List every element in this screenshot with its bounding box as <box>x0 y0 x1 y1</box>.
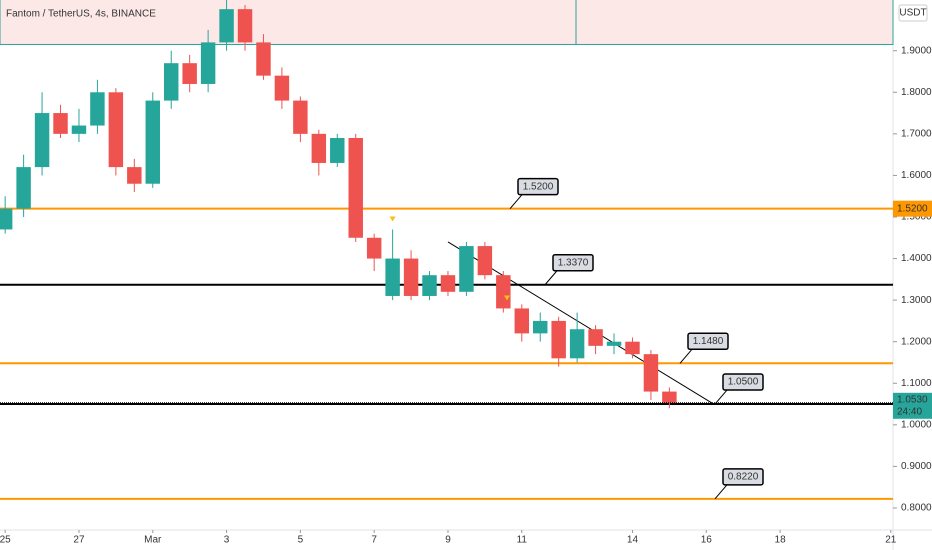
candle-body <box>569 329 585 359</box>
y-tick-label: 1.2000 <box>901 336 932 347</box>
candle-body <box>237 9 253 43</box>
price-tag <box>893 200 932 217</box>
candle-body <box>34 113 50 168</box>
callout-label: 1.0500 <box>728 377 759 388</box>
candle-body <box>182 63 197 84</box>
candle-body <box>53 113 68 134</box>
candle-body <box>440 275 456 292</box>
callout-label: 1.1480 <box>693 336 724 347</box>
candle-body <box>403 258 419 296</box>
candle-body <box>643 354 659 392</box>
y-tick-label: 1.9000 <box>901 45 932 56</box>
candle-body <box>293 100 308 134</box>
candle-body <box>256 42 271 76</box>
candle-body <box>385 258 400 296</box>
candle-body <box>163 63 179 101</box>
callout-box <box>517 177 559 196</box>
candle-body <box>514 308 530 334</box>
candle-body <box>219 9 234 43</box>
candle-body <box>311 133 327 163</box>
candle-body <box>496 275 511 309</box>
candle-body <box>348 138 363 238</box>
x-tick-label: 11 <box>517 535 528 546</box>
candle-body <box>625 341 640 355</box>
callout-box <box>552 253 594 272</box>
y-tick-label: 1.5000 <box>901 212 932 223</box>
x-tick-label: 21 <box>885 535 897 546</box>
x-tick-label: 9 <box>445 535 451 546</box>
callout-box <box>722 373 764 391</box>
x-tick-label: 18 <box>775 535 787 546</box>
candle-body <box>422 275 437 296</box>
candle-body <box>274 75 290 101</box>
x-tick-label: 3 <box>224 535 230 546</box>
candle-body <box>145 100 160 184</box>
candle-body <box>0 208 13 230</box>
x-tick-label: 25 <box>0 535 11 546</box>
y-tick-label: 1.3000 <box>901 295 932 306</box>
x-tick-label: 16 <box>701 535 713 546</box>
callout-pointer <box>714 484 728 500</box>
chart-title: Fantom / TetherUS, 4s, BINANCE <box>6 9 156 20</box>
x-tick-label: Mar <box>144 535 162 546</box>
y-tick-label: 1.6000 <box>901 170 932 181</box>
callout-pointer <box>679 348 693 364</box>
candle-body <box>533 320 548 334</box>
candle-body <box>551 320 566 359</box>
callout-pointer <box>544 270 558 286</box>
candle-body <box>108 92 124 168</box>
callout-pointer <box>509 194 523 209</box>
callout-pointer <box>714 389 728 405</box>
resistance-zone <box>0 0 894 45</box>
candle-body <box>588 329 603 346</box>
y-tick-label: 1.1000 <box>901 378 932 389</box>
x-tick-label: 14 <box>627 535 639 546</box>
candle-body <box>330 138 345 163</box>
candle-body <box>459 246 474 292</box>
candle-body <box>366 237 382 259</box>
y-tick-label: 0.9000 <box>901 461 932 472</box>
candle-body <box>606 341 622 346</box>
current-price-tag <box>893 392 932 419</box>
candle-body <box>71 125 87 134</box>
callout-label: 1.5200 <box>523 181 554 192</box>
y-tick-label: 1.7000 <box>901 128 932 139</box>
signal-marker <box>504 295 511 301</box>
x-tick-label: 27 <box>73 535 85 546</box>
x-tick-label: 5 <box>298 535 304 546</box>
countdown-label: 24:40 <box>897 406 922 417</box>
callout-label: 0.8220 <box>728 471 759 482</box>
y-tick-label: 1.8000 <box>901 87 932 98</box>
callout-box <box>722 468 764 486</box>
candle-body <box>200 42 216 84</box>
callout-label: 1.3370 <box>558 257 589 268</box>
y-tick-label: 1.4000 <box>901 253 932 264</box>
candle-body <box>662 391 677 403</box>
currency-box <box>898 4 928 22</box>
callout-box <box>687 332 729 351</box>
trendline <box>447 241 714 405</box>
current-price-label: 1.0530 <box>897 394 928 405</box>
currency-label: USDT <box>899 8 926 19</box>
y-tick-label: 0.8000 <box>901 503 932 514</box>
y-tick-label: 1.0000 <box>901 419 932 430</box>
candle-body <box>477 246 493 276</box>
candle-body <box>16 167 31 209</box>
price-tag-label: 1.5200 <box>897 203 928 214</box>
signal-marker <box>389 216 396 222</box>
candle-body <box>127 167 142 184</box>
candle-body <box>90 92 105 126</box>
x-tick-label: 7 <box>371 535 377 546</box>
